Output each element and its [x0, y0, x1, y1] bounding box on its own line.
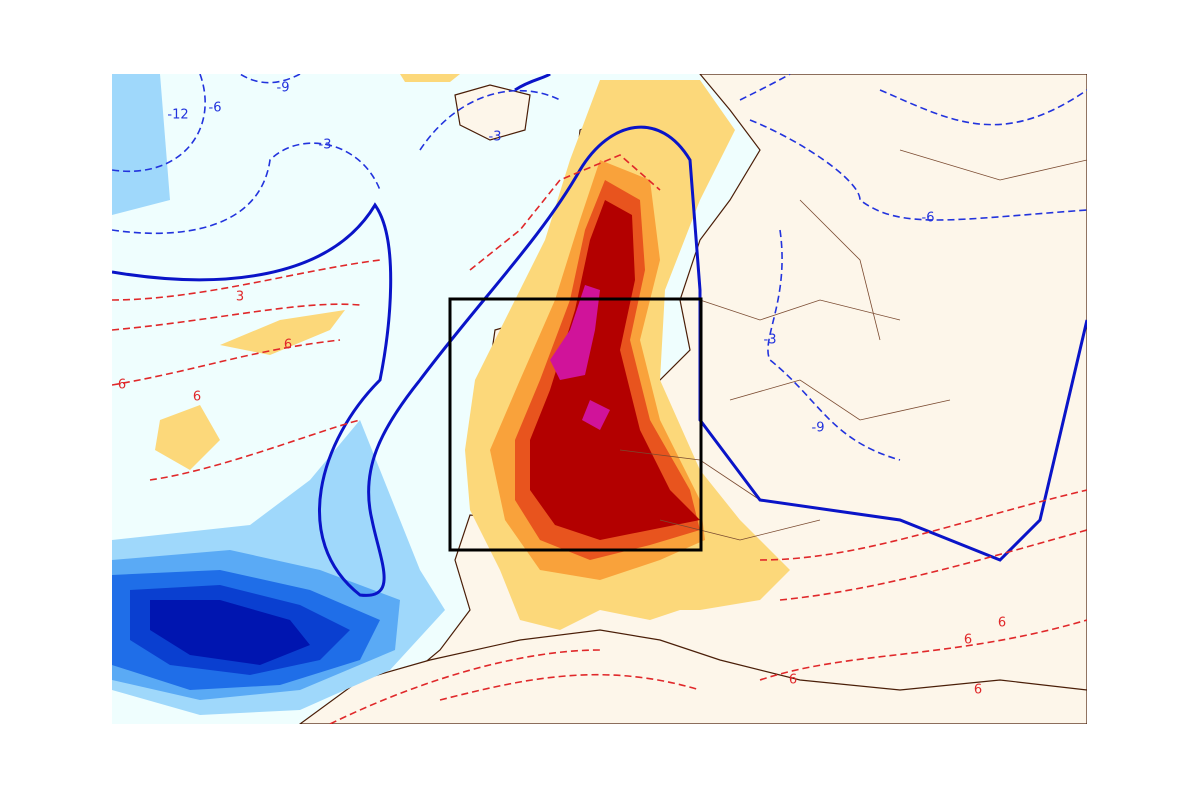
land-iceland — [454, 84, 531, 141]
contour-label: -6 — [922, 211, 935, 226]
contour-label: -3 — [489, 130, 502, 145]
negative-contour-2 — [739, 74, 1087, 461]
contour-label: -9 — [812, 421, 825, 436]
contour-label: -9 — [277, 81, 290, 96]
contour-label: -3 — [319, 138, 332, 153]
focus-box — [448, 297, 703, 552]
contour-label: 6 — [964, 633, 972, 648]
contour-label: 6 — [789, 673, 797, 688]
contour-label: 6 — [118, 378, 126, 393]
positive-contour-2 — [329, 489, 1087, 724]
contour-label: -3 — [764, 333, 777, 348]
contour-label: 6 — [998, 616, 1006, 631]
contour-label: -6 — [209, 101, 222, 116]
warm-anomaly-2 — [155, 74, 460, 470]
contour-label: 6 — [193, 390, 201, 405]
positive-contour-1 — [112, 154, 661, 481]
zero-contour-1 — [112, 125, 1087, 597]
contour-label: -12 — [167, 108, 188, 123]
contour-label: 6 — [284, 338, 292, 353]
contour-label: 3 — [236, 290, 244, 305]
zero-contour-2 — [514, 74, 551, 92]
land-africa — [298, 629, 1087, 724]
warm-anomaly-5 — [530, 200, 700, 540]
negative-contour-1 — [112, 74, 561, 235]
map-area — [112, 74, 1087, 724]
cold-anomaly-5 — [150, 600, 310, 665]
warm-anomaly-6 — [550, 285, 610, 430]
contour-label: 6 — [974, 683, 982, 698]
